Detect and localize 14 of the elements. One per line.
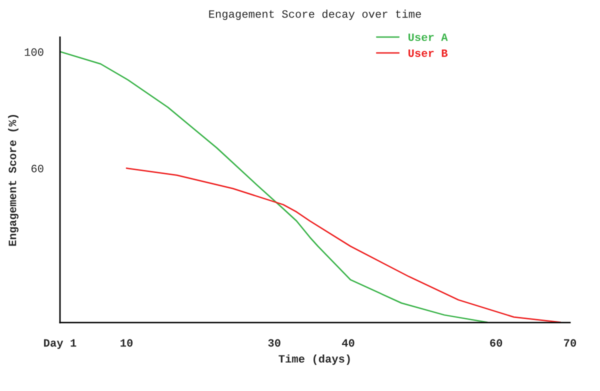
line-series — [126, 168, 562, 323]
y-tick-label: 100 — [24, 48, 44, 56]
x-tick-label: 40 — [342, 339, 354, 347]
x-tick-label: 10 — [120, 339, 133, 347]
line-series — [60, 51, 488, 323]
x-tick-label: 30 — [268, 339, 280, 347]
x-tick-label: 70 — [564, 339, 576, 347]
legend-label: User B — [408, 50, 448, 57]
y-axis-title: Engagement Score (%) — [8, 115, 18, 246]
x-tick-label: Day 1 — [44, 339, 76, 349]
legend-label: User A — [408, 34, 448, 42]
x-tick-label: 60 — [490, 339, 502, 347]
chart-title: Engagement Score decay over time — [209, 10, 421, 20]
x-axis-title: Time (days) — [278, 354, 350, 365]
